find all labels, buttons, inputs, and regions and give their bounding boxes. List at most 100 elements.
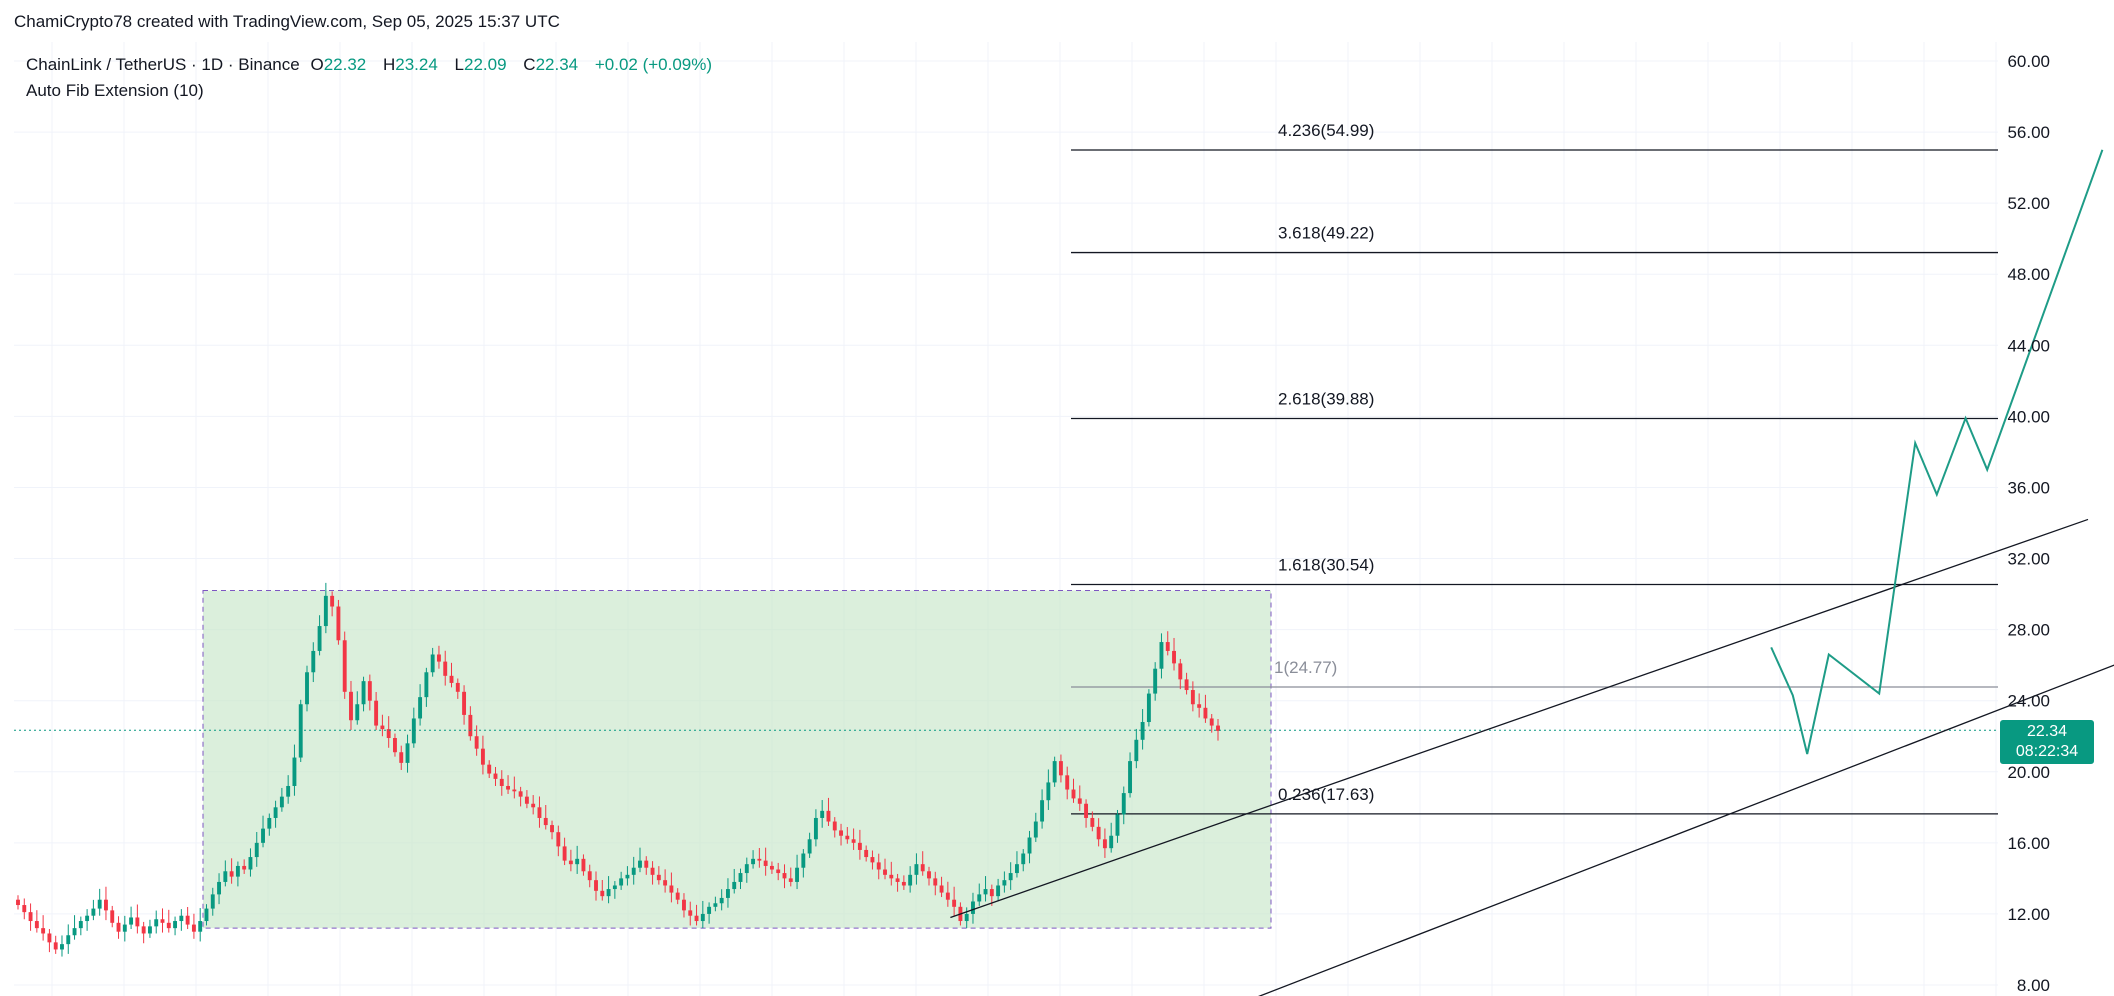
candle-body xyxy=(531,803,536,808)
candle-body xyxy=(512,789,517,792)
y-tick-label: 52.00 xyxy=(2007,194,2050,213)
candle-body xyxy=(1046,782,1051,801)
candle-body xyxy=(72,928,77,936)
trendlines xyxy=(14,149,2114,996)
last-price-tag: 22.34 08:22:34 xyxy=(2000,720,2094,765)
candle-body xyxy=(1033,821,1038,838)
candle-body xyxy=(713,903,718,907)
fib-level-label: 2.618(39.88) xyxy=(1278,390,1374,409)
candle-body xyxy=(989,889,994,897)
y-tick-label: 40.00 xyxy=(2007,407,2050,426)
candle-body xyxy=(945,892,950,900)
candle-body xyxy=(1197,704,1202,708)
candle-body xyxy=(22,905,27,913)
candle-body xyxy=(1165,642,1170,651)
candle-body xyxy=(952,899,957,907)
candle-body xyxy=(901,881,906,886)
candle-body xyxy=(688,910,693,916)
y-tick-label: 8.00 xyxy=(2017,976,2050,995)
candle-body xyxy=(85,915,90,922)
candle-body xyxy=(129,917,134,925)
candle-body xyxy=(1084,803,1089,818)
candle-body xyxy=(349,691,353,721)
fib-level-label: 1.618(30.54) xyxy=(1278,555,1374,574)
candle-body xyxy=(1090,817,1095,827)
candle-body xyxy=(839,830,843,836)
fib-level-label: 4.236(54.99) xyxy=(1278,121,1374,140)
candle-body xyxy=(1184,679,1189,691)
candle-body xyxy=(543,817,548,826)
candle-body xyxy=(160,919,165,923)
chart-canvas[interactable]: 4.236(54.99) 3.618(49.22) 2.618(39.88) 1.61… xyxy=(0,42,2114,996)
candle-body xyxy=(342,640,347,692)
candle-body xyxy=(361,681,366,705)
candle-body xyxy=(870,857,875,863)
candle-body xyxy=(581,858,586,872)
high-key: H xyxy=(382,55,396,74)
candle-body xyxy=(34,921,39,929)
candle-body xyxy=(468,714,473,737)
candle-body xyxy=(229,871,234,877)
candle-body xyxy=(908,874,913,886)
symbol-label[interactable]: ChainLink / TetherUS · 1D · Binance xyxy=(26,55,300,74)
candle-body xyxy=(47,933,52,943)
range-box xyxy=(202,590,1272,929)
candle-body xyxy=(864,849,869,858)
candle-body xyxy=(317,626,322,651)
candle-body xyxy=(273,807,278,818)
y-tick-label: 32.00 xyxy=(2007,550,2050,569)
candle-body xyxy=(594,880,598,891)
candle-body xyxy=(418,697,423,719)
y-tick-label: 44.00 xyxy=(2007,336,2050,355)
chart-legend: ChainLink / TetherUS · 1D · Binance O22.… xyxy=(26,52,712,104)
last-price-value: 22.34 xyxy=(2026,723,2068,741)
candle-body xyxy=(813,817,818,840)
candle-body xyxy=(254,842,259,858)
candle-body xyxy=(367,681,372,701)
candle-body xyxy=(1096,826,1101,840)
candle-body xyxy=(719,897,724,904)
candle-body xyxy=(933,878,938,886)
open-value: 22.32 xyxy=(323,55,367,74)
candle-body xyxy=(801,853,806,868)
candle-body xyxy=(1216,725,1220,731)
y-tick-label: 36.00 xyxy=(2007,478,2050,497)
candle-body xyxy=(41,928,46,934)
candle-body xyxy=(261,828,265,843)
close-key: C xyxy=(523,55,536,74)
candle-body xyxy=(393,738,397,753)
candle-body xyxy=(267,817,272,829)
candle-body xyxy=(638,860,642,868)
indicator-row: Auto Fib Extension (10) xyxy=(26,78,712,104)
candle-body xyxy=(732,881,737,890)
candle-body xyxy=(1065,775,1070,790)
candle-body xyxy=(1159,642,1164,669)
candle-body xyxy=(927,871,931,879)
candle-body xyxy=(568,860,573,865)
candle-body xyxy=(663,880,668,886)
candle-body xyxy=(606,889,611,897)
candle-body xyxy=(279,796,284,808)
candle-body xyxy=(305,672,309,705)
candle-body xyxy=(744,864,749,874)
candle-body xyxy=(499,778,504,786)
candle-body xyxy=(1008,873,1013,881)
candle-body xyxy=(807,839,812,854)
indicator-label[interactable]: Auto Fib Extension (10) xyxy=(26,81,204,100)
price-axis[interactable]: 60.00 56.00 52.00 48.00 44.00 40.00 36.00 32.00… xyxy=(2007,52,2050,995)
candle-body xyxy=(556,832,561,847)
candle-body xyxy=(204,908,209,922)
candle-body xyxy=(524,796,529,804)
candle-body xyxy=(550,825,554,833)
candle-body xyxy=(122,924,127,932)
candle-body xyxy=(455,682,460,692)
candle-body xyxy=(242,865,247,870)
range-box-rect xyxy=(202,590,1272,929)
candles xyxy=(16,582,1220,957)
candle-body xyxy=(1190,690,1195,705)
candle-body xyxy=(147,926,152,934)
candle-body xyxy=(1153,668,1158,694)
candle-body xyxy=(682,899,686,911)
candle-body xyxy=(330,595,335,607)
symbol-row: ChainLink / TetherUS · 1D · Binance O22.… xyxy=(26,52,712,78)
